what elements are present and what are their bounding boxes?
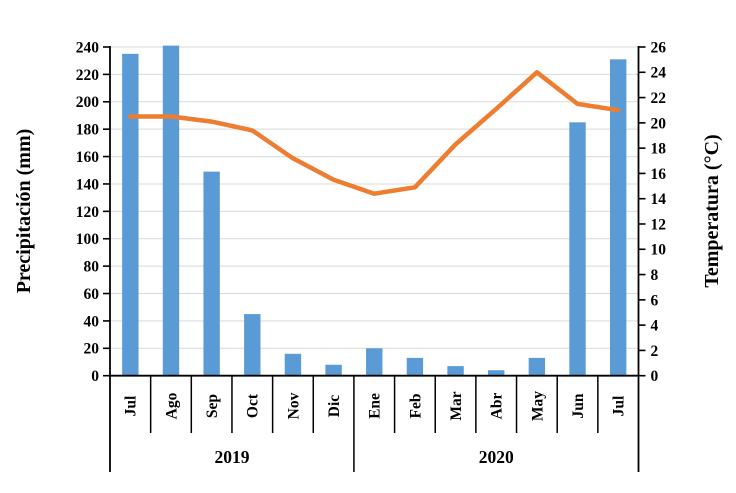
left-tick-label: 160 — [76, 149, 100, 166]
right-tick-label: 22 — [651, 90, 667, 107]
left-tick-label: 220 — [76, 67, 100, 84]
right-tick-label: 16 — [651, 166, 667, 183]
right-tick-label: 4 — [651, 318, 659, 335]
right-tick-label: 8 — [651, 267, 659, 284]
month-label: Abr — [489, 393, 506, 420]
precipitation-bar — [203, 171, 220, 376]
precipitation-bar — [488, 370, 505, 376]
year-label: 2020 — [479, 447, 514, 467]
left-tick-label: 60 — [84, 286, 100, 303]
month-label: Mar — [448, 391, 465, 420]
precipitation-bar — [528, 357, 546, 376]
left-tick-label: 0 — [91, 368, 99, 385]
month-label: Jul — [611, 395, 628, 416]
precipitation-bar — [569, 122, 586, 376]
precipitation-bar — [609, 59, 627, 376]
right-tick-label: 2 — [651, 343, 659, 360]
month-label: Dic — [326, 395, 343, 418]
precipitation-bar — [284, 353, 302, 376]
month-label: Jul — [123, 395, 140, 416]
right-tick-label: 20 — [651, 115, 667, 132]
left-tick-label: 180 — [76, 122, 100, 139]
right-tick-label: 18 — [651, 141, 667, 158]
precipitation-bar — [122, 53, 139, 376]
precipitation-bar — [162, 45, 180, 376]
right-tick-label: 24 — [651, 65, 667, 82]
month-label: Ene — [367, 393, 384, 419]
left-tick-label: 20 — [84, 341, 100, 358]
right-tick-label: 6 — [651, 292, 659, 309]
month-label: Feb — [407, 394, 424, 419]
left-tick-label: 240 — [76, 39, 100, 56]
right-tick-label: 10 — [651, 242, 667, 259]
left-tick-label: 100 — [76, 231, 100, 248]
precipitation-bar — [447, 366, 464, 376]
precipitation-bar — [406, 357, 424, 376]
left-tick-label: 200 — [76, 94, 100, 111]
month-label: Oct — [245, 393, 262, 418]
left-tick-label: 140 — [76, 176, 100, 193]
year-label: 2019 — [214, 447, 249, 467]
left-tick-label: 40 — [84, 313, 100, 330]
month-label: Ago — [163, 392, 180, 419]
month-label: May — [529, 391, 546, 421]
precipitation-bar — [325, 364, 342, 376]
right-tick-label: 26 — [651, 39, 667, 56]
month-label: Nov — [285, 392, 302, 419]
precipitation-bar — [244, 314, 261, 376]
right-tick-label: 12 — [651, 216, 667, 233]
month-label: Jun — [570, 393, 587, 418]
temperature-line — [128, 70, 621, 196]
precipitation-bar — [366, 348, 383, 376]
left-tick-label: 80 — [84, 259, 100, 276]
right-tick-label: 0 — [651, 368, 659, 385]
month-label: Sep — [204, 394, 221, 418]
right-tick-label: 14 — [651, 191, 667, 208]
left-tick-label: 120 — [76, 204, 100, 221]
